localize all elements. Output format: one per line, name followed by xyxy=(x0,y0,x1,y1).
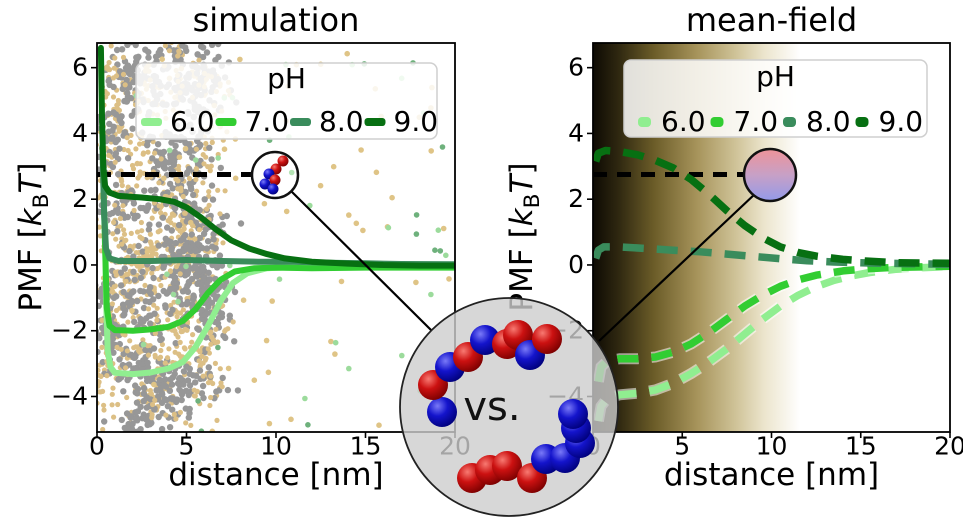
y-tick-label: −2 xyxy=(51,316,88,345)
legend-title: pH xyxy=(267,62,306,95)
connector-line-right xyxy=(598,192,757,342)
x-tick-label: 15 xyxy=(845,431,877,460)
legend-entry-label: 8.0 xyxy=(319,105,364,138)
legend-swatch-ph-8.0 xyxy=(783,117,796,127)
magnifier-sphere-right xyxy=(742,147,798,203)
panel-title-mean-field: mean-field xyxy=(685,1,858,39)
mini-bead-chain xyxy=(259,155,289,195)
x-tick-label: 0 xyxy=(89,431,105,460)
panel-title-simulation: simulation xyxy=(192,1,360,39)
y-tick-label: 4 xyxy=(72,118,88,147)
legend-left: pH 6.0 7.0 8.0 9.0 xyxy=(135,62,439,140)
legend-box xyxy=(623,59,928,138)
legend-swatch-ph-6.0 xyxy=(141,118,162,126)
legend-title: pH xyxy=(756,60,795,93)
y-tick-label: 6 xyxy=(72,53,88,82)
x-tick-label: 10 xyxy=(756,431,788,460)
legend-swatch-ph-6.0 xyxy=(638,117,651,127)
x-tick-label: 5 xyxy=(674,431,690,460)
y-tick-label: 0 xyxy=(568,250,584,279)
overlay: vs. xyxy=(250,147,798,517)
curve-ph-9.0-left xyxy=(97,44,455,269)
x-axis-label-left: distance [nm] xyxy=(168,457,384,493)
legend-entry-label: 8.0 xyxy=(806,105,851,138)
connector-line-left xyxy=(290,190,432,331)
legend-right: pH 6.0 7.0 8.0 9.0 xyxy=(623,59,928,138)
legend-entry-label: 6.0 xyxy=(170,105,215,138)
legend-swatch-ph-8.0 xyxy=(290,118,311,126)
curve-ph-6.0-right xyxy=(594,262,950,422)
y-tick-label: 0 xyxy=(72,250,88,279)
legend-entry-label: 7.0 xyxy=(245,105,290,138)
legend-entry-label: 9.0 xyxy=(879,105,924,138)
y-tick-label: 2 xyxy=(72,184,88,213)
legend-swatch-ph-9.0 xyxy=(855,117,869,127)
x-tick-label: 15 xyxy=(350,431,382,460)
x-tick-label: 5 xyxy=(179,431,195,460)
curve-ph-8.0-right xyxy=(593,243,950,269)
y-tick-label: 4 xyxy=(568,118,584,147)
scatter-points xyxy=(97,43,452,432)
legend-box xyxy=(135,62,438,140)
y-tick-label: 2 xyxy=(568,184,584,213)
y-tick-label: −4 xyxy=(51,381,88,410)
x-tick-label: 20 xyxy=(934,431,963,460)
legend-entry-label: 9.0 xyxy=(394,105,439,138)
legend-entry-label: 6.0 xyxy=(661,105,706,138)
y-tick-label: 6 xyxy=(568,53,584,82)
x-tick-label: 10 xyxy=(260,431,292,460)
inset-bottom-bead-chain xyxy=(457,399,595,493)
curve-ph-9.0-right xyxy=(593,146,950,268)
legend-swatch-ph-7.0 xyxy=(215,118,237,126)
legend-swatch-ph-7.0 xyxy=(710,117,724,127)
inset-top-bead-chain xyxy=(418,320,562,427)
legend-swatch-ph-9.0 xyxy=(364,118,386,126)
curve-ph-7.0-left xyxy=(100,176,455,334)
legend-entry-label: 7.0 xyxy=(734,105,779,138)
curve-ph-7.0-right xyxy=(594,262,950,383)
x-axis-label-right: distance [nm] xyxy=(663,457,880,493)
vs-label: vs. xyxy=(463,384,520,430)
